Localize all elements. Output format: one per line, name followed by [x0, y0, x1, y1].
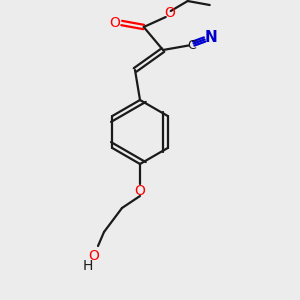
Text: C: C: [187, 39, 196, 52]
Text: H: H: [83, 259, 93, 273]
Text: O: O: [88, 249, 99, 263]
Text: O: O: [135, 184, 146, 198]
Text: O: O: [164, 6, 175, 20]
Text: O: O: [109, 16, 120, 30]
Text: N: N: [204, 30, 217, 45]
